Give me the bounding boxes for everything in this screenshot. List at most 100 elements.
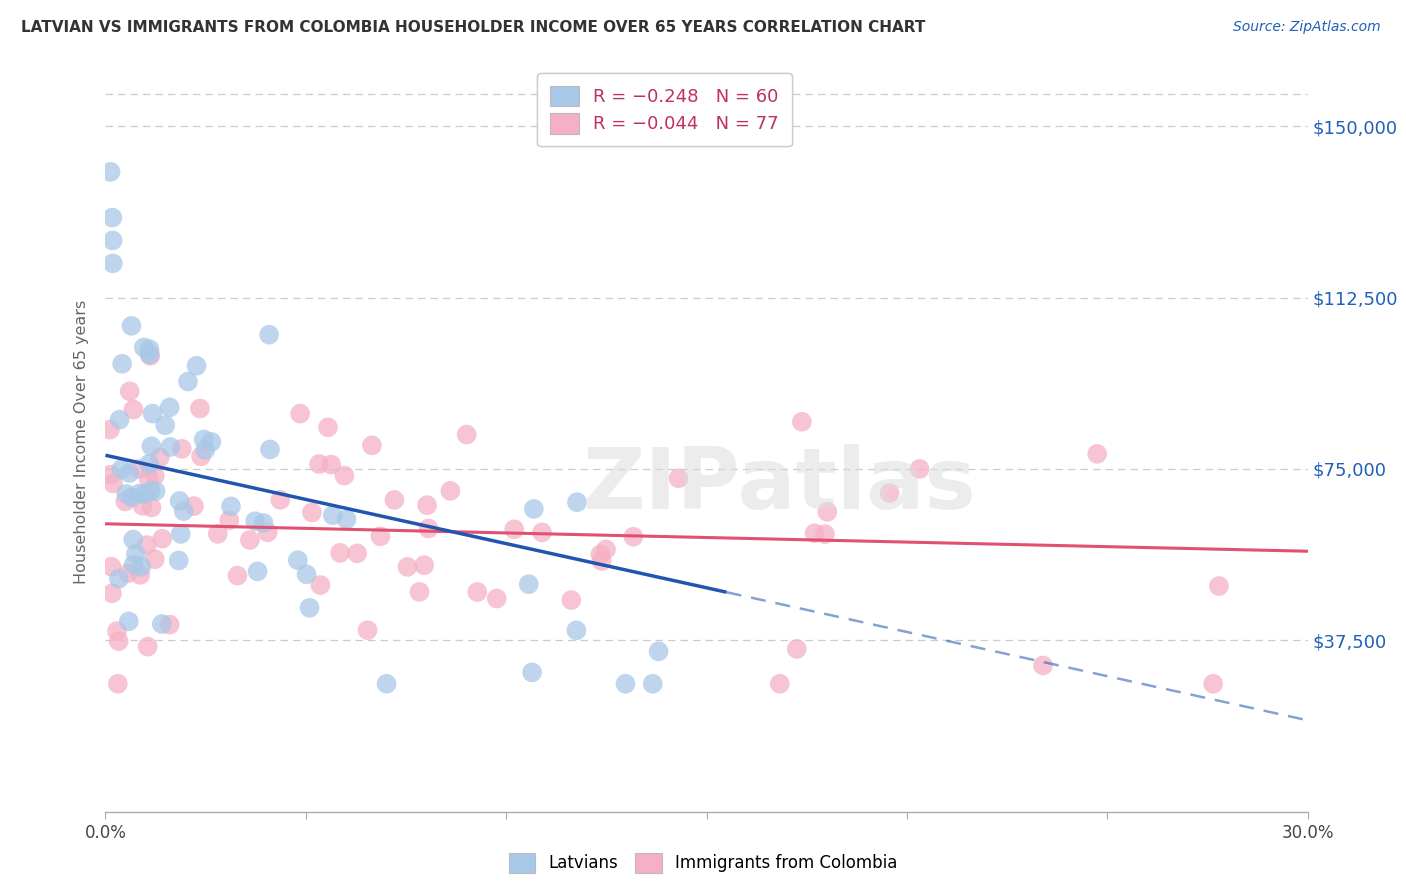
Point (329, 546, 352, 560)
Point (107, 634, 129, 648)
Point (531, 525, 554, 540)
Point (803, 526, 825, 541)
Point (145, 484, 167, 499)
Point (346, 546, 368, 560)
Point (641, 677, 664, 691)
Point (356, 623, 378, 637)
Point (309, 578, 332, 592)
Point (101, 476, 124, 491)
Point (170, 442, 193, 456)
Point (114, 494, 136, 508)
Point (122, 558, 145, 572)
Point (183, 499, 205, 513)
Point (125, 547, 148, 561)
Point (121, 490, 143, 504)
Point (456, 427, 478, 442)
Point (523, 502, 546, 516)
Point (879, 486, 901, 500)
Legend: R = −0.248   N = 60, R = −0.044   N = 77: R = −0.248 N = 60, R = −0.044 N = 77 (537, 73, 792, 146)
Point (132, 340, 155, 354)
Point (503, 522, 526, 536)
Point (117, 566, 139, 581)
Point (1032, 658, 1054, 673)
Point (167, 553, 190, 567)
Point (143, 468, 166, 483)
Point (614, 677, 637, 691)
Point (485, 591, 508, 606)
Point (108, 412, 131, 426)
Point (246, 565, 269, 579)
Legend: Latvians, Immigrants from Colombia: Latvians, Immigrants from Colombia (502, 847, 904, 880)
Point (595, 542, 617, 557)
Point (138, 347, 160, 361)
Point (159, 440, 181, 454)
Point (288, 407, 311, 421)
Point (321, 458, 343, 472)
Point (252, 516, 274, 530)
Point (256, 525, 278, 540)
Point (190, 450, 212, 464)
Point (207, 526, 229, 541)
Point (118, 384, 141, 399)
Point (110, 462, 132, 476)
Point (218, 513, 240, 527)
Point (418, 521, 440, 535)
Point (138, 457, 160, 471)
Point (118, 466, 141, 480)
Point (105, 624, 128, 638)
Point (139, 349, 162, 363)
Point (131, 499, 153, 513)
Point (361, 438, 384, 452)
Point (814, 527, 837, 541)
Point (560, 593, 582, 607)
Point (153, 418, 176, 433)
Point (465, 585, 488, 599)
Point (396, 560, 419, 574)
Point (107, 677, 129, 691)
Point (135, 538, 157, 552)
Point (295, 567, 318, 582)
Text: Source: ZipAtlas.com: Source: ZipAtlas.com (1233, 20, 1381, 34)
Point (786, 641, 808, 656)
Point (122, 402, 145, 417)
Point (101, 586, 124, 600)
Point (186, 359, 208, 373)
Point (1085, 447, 1108, 461)
Point (170, 527, 193, 541)
Point (565, 495, 588, 509)
Point (101, 211, 124, 225)
Text: ZIPatlas: ZIPatlas (582, 444, 976, 527)
Point (131, 559, 153, 574)
Point (101, 234, 124, 248)
Point (134, 487, 156, 501)
Point (815, 505, 838, 519)
Point (439, 483, 461, 498)
Point (111, 357, 134, 371)
Point (316, 420, 339, 434)
Point (298, 600, 321, 615)
Point (623, 530, 645, 544)
Point (141, 439, 163, 453)
Point (322, 508, 344, 523)
Point (129, 567, 152, 582)
Point (243, 514, 266, 528)
Point (188, 401, 211, 416)
Point (1208, 579, 1230, 593)
Point (138, 342, 160, 356)
Point (177, 375, 200, 389)
Point (159, 617, 181, 632)
Point (335, 512, 357, 526)
Point (115, 487, 138, 501)
Point (408, 585, 430, 599)
Point (769, 677, 792, 691)
Point (239, 533, 262, 547)
Point (790, 415, 813, 429)
Point (591, 554, 613, 568)
Point (370, 529, 392, 543)
Point (1202, 677, 1225, 691)
Point (333, 468, 356, 483)
Point (101, 256, 124, 270)
Point (565, 624, 588, 638)
Point (139, 483, 162, 498)
Point (257, 327, 280, 342)
